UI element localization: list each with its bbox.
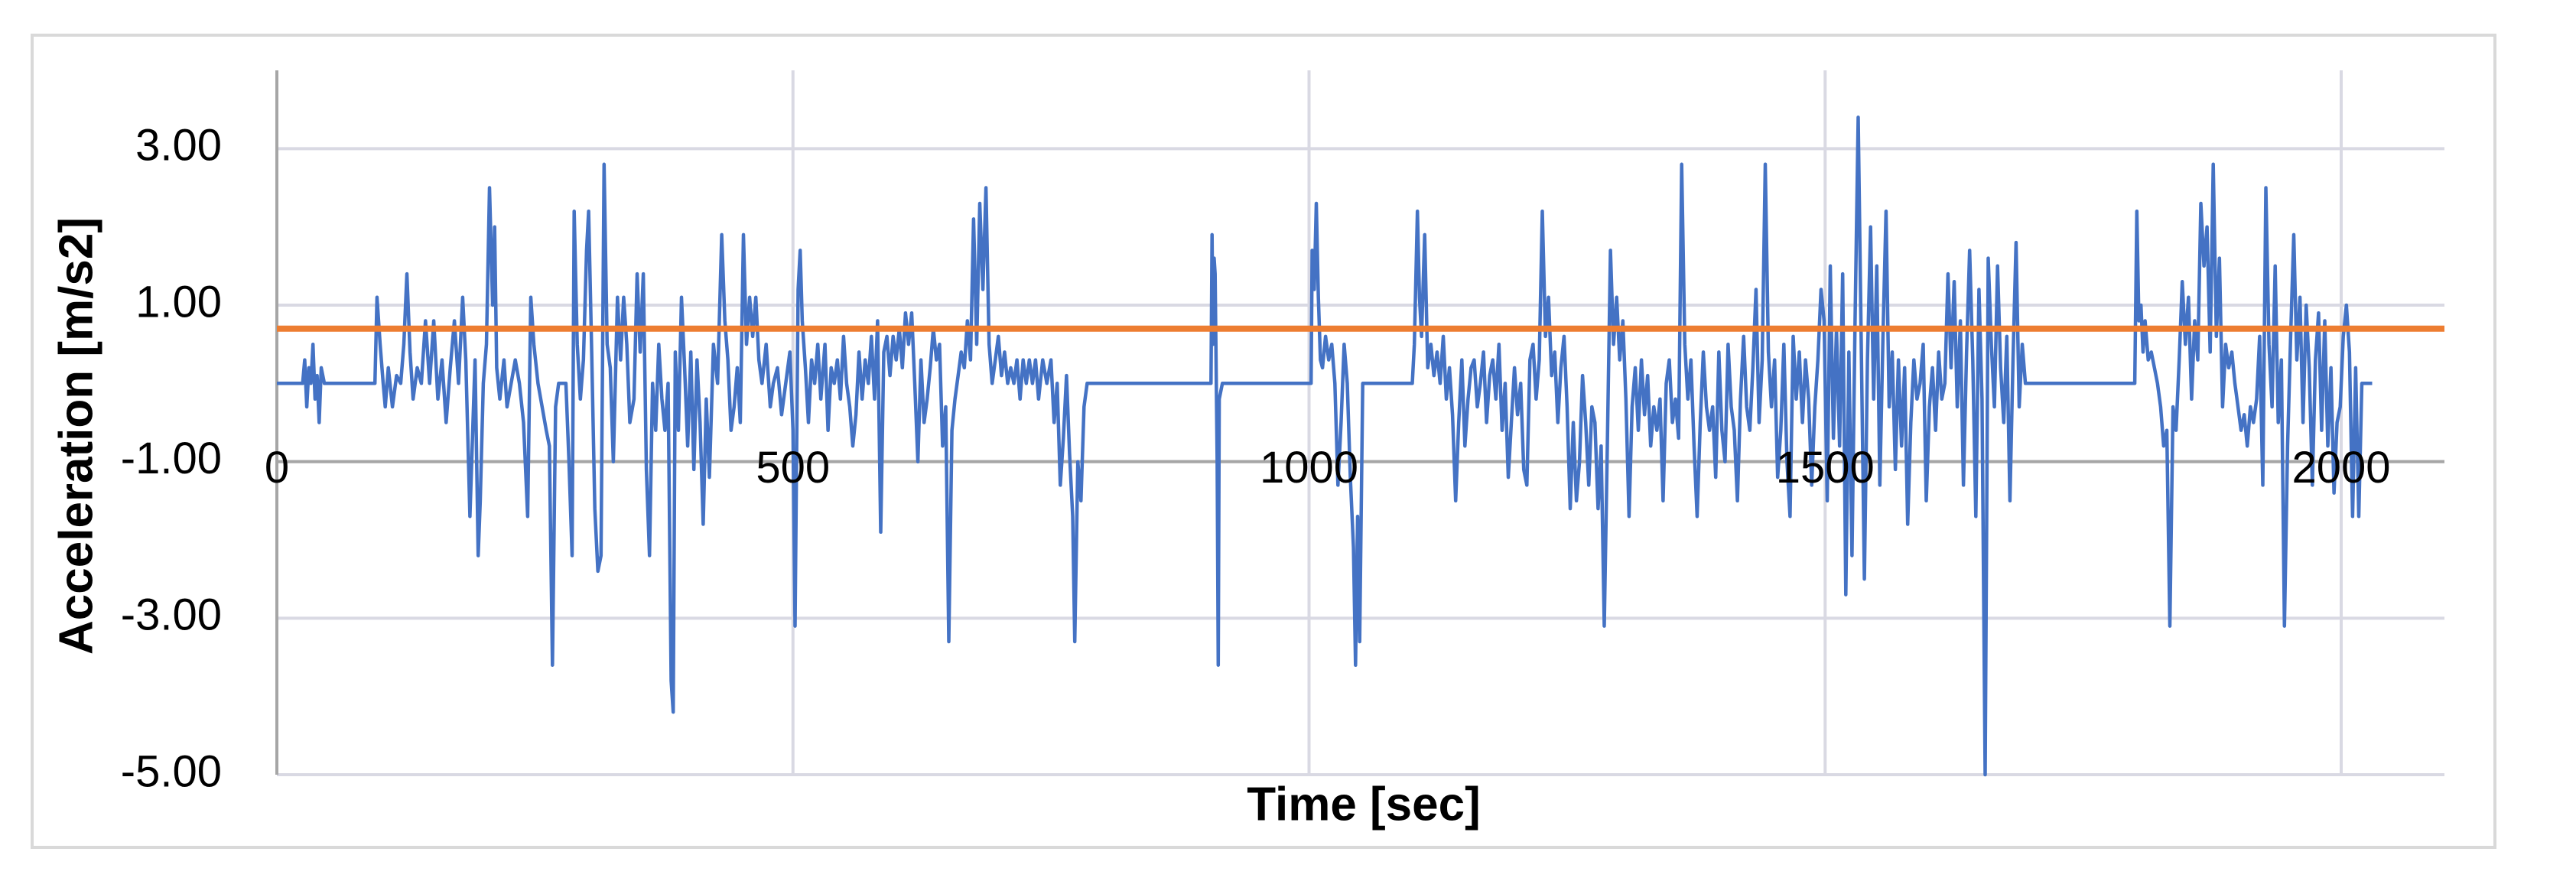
x-tick-label: 2000 — [2292, 443, 2391, 493]
x-axis-title: Time [sec] — [1247, 778, 1481, 831]
y-tick-label: -1.00 — [121, 434, 222, 483]
x-tick-label: 500 — [756, 443, 830, 493]
y-axis-title: Acceleration [m/s2] — [50, 217, 102, 655]
y-tick-label: 3.00 — [135, 121, 222, 171]
y-tick-label: 1.00 — [135, 277, 222, 327]
series-line-acceleration — [277, 115, 2373, 777]
x-tick-label: 0 — [265, 443, 289, 493]
chart-frame — [31, 34, 2496, 849]
x-tick-label: 1500 — [1776, 443, 1875, 493]
y-tick-label: -3.00 — [121, 590, 222, 640]
x-tick-label: 1000 — [1260, 443, 1358, 493]
series-layer — [277, 115, 2444, 777]
y-tick-label: -5.00 — [121, 746, 222, 796]
tick-labels: 3.00 1.00 -1.00 -3.00 -5.00 0 500 1000 1500 2000 — [121, 121, 2391, 797]
